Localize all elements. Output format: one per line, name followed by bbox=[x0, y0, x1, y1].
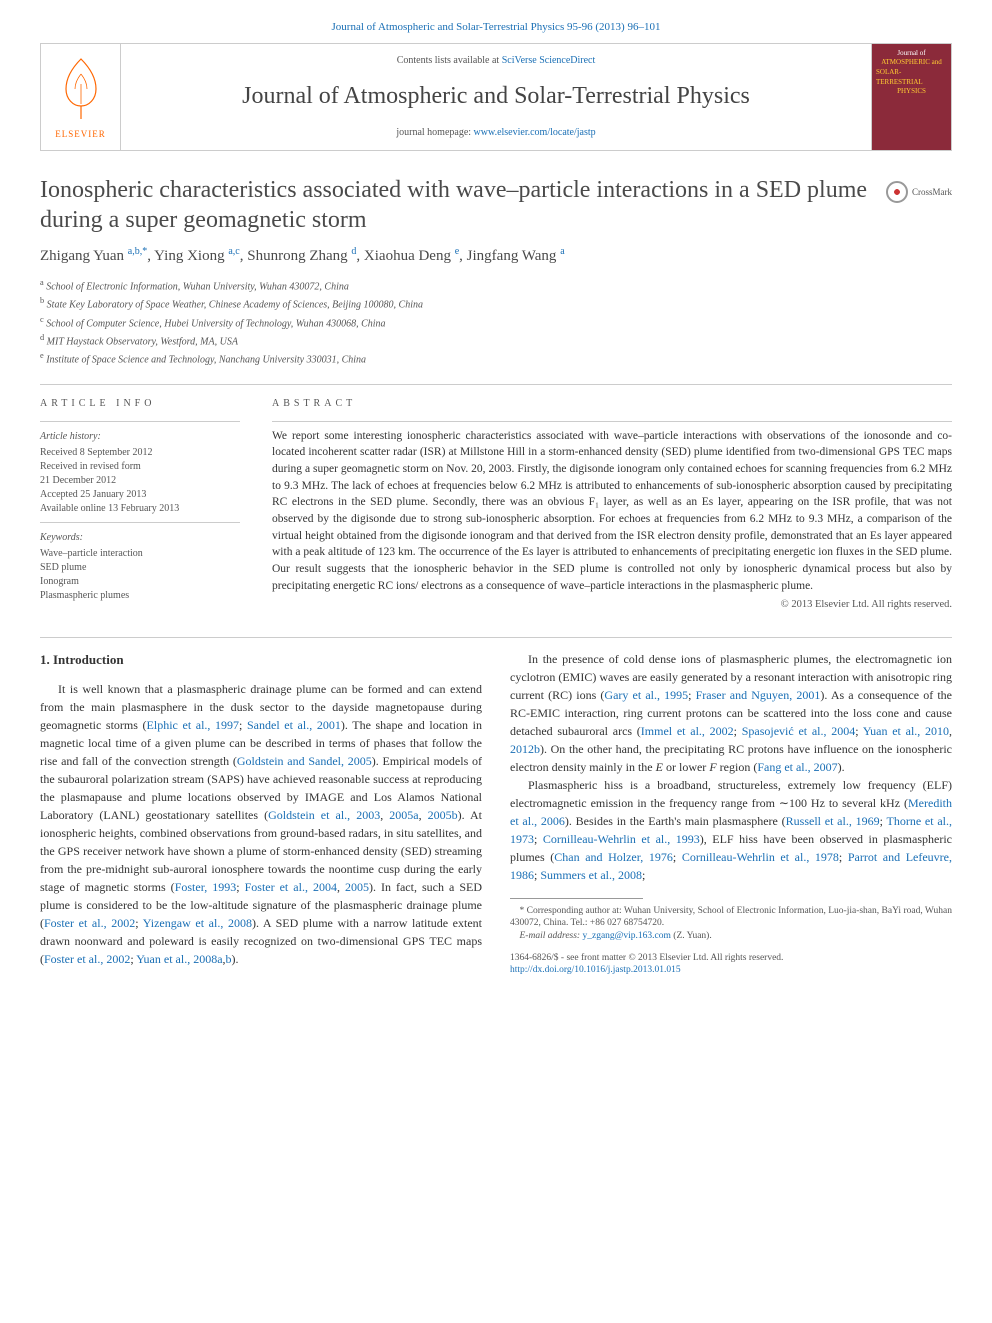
title-row: Ionospheric characteristics associated w… bbox=[40, 175, 952, 235]
author-email-link[interactable]: y_zgang@vip.163.com bbox=[582, 931, 670, 941]
authors: Zhigang Yuan a,b,*, Ying Xiong a,c, Shun… bbox=[40, 245, 952, 267]
section-1-title: 1. Introduction bbox=[40, 650, 482, 670]
ref-elphic-1997[interactable]: Elphic et al., 1997 bbox=[147, 718, 240, 732]
article-title: Ionospheric characteristics associated w… bbox=[40, 175, 870, 235]
ref-spasojevic-2004[interactable]: Spasojević et al., 2004 bbox=[742, 724, 856, 738]
ref-yuan-2010[interactable]: Yuan et al., 2010 bbox=[863, 724, 949, 738]
journal-name: Journal of Atmospheric and Solar-Terrest… bbox=[141, 80, 851, 114]
ref-chan-holzer-1976[interactable]: Chan and Holzer, 1976 bbox=[554, 850, 673, 864]
ref-summers-2008[interactable]: Summers et al., 2008 bbox=[540, 868, 642, 882]
header-center: Contents lists available at SciVerse Sci… bbox=[121, 44, 871, 150]
elsevier-label: ELSEVIER bbox=[55, 128, 106, 141]
ref-yizengaw-2008[interactable]: Yizengaw et al., 2008 bbox=[143, 916, 252, 930]
elsevier-tree-icon bbox=[51, 54, 111, 124]
keywords-block: Keywords: Wave–particle interactionSED p… bbox=[40, 531, 240, 603]
affiliation: d MIT Haystack Observatory, Westford, MA… bbox=[40, 332, 952, 349]
ref-cornilleau-1978[interactable]: Cornilleau-Wehrlin et al., 1978 bbox=[682, 850, 839, 864]
abstract-column: ABSTRACT We report some interesting iono… bbox=[272, 397, 952, 613]
ref-foster-1993[interactable]: Foster, 1993 bbox=[175, 880, 237, 894]
ref-immel-2002[interactable]: Immel et al., 2002 bbox=[641, 724, 734, 738]
affiliation: a School of Electronic Information, Wuha… bbox=[40, 277, 952, 294]
info-abstract-row: ARTICLE INFO Article history: Received 8… bbox=[40, 397, 952, 613]
cover-line2: ATMOSPHERIC and bbox=[881, 58, 941, 68]
ref-goldstein-2003[interactable]: Goldstein et al., 2003 bbox=[268, 808, 380, 822]
ref-goldstein-sandel-2005[interactable]: Goldstein and Sandel, 2005 bbox=[237, 754, 372, 768]
homepage-line: journal homepage: www.elsevier.com/locat… bbox=[141, 126, 851, 140]
info-rule-1 bbox=[40, 421, 240, 422]
contents-prefix: Contents lists available at bbox=[397, 55, 502, 66]
front-matter: 1364-6826/$ - see front matter © 2013 El… bbox=[510, 952, 952, 964]
footnote-separator bbox=[510, 898, 643, 899]
history-line: Received 8 September 2012 bbox=[40, 446, 240, 460]
ref-foster-2005[interactable]: 2005 bbox=[345, 880, 369, 894]
cover-line3: SOLAR-TERRESTRIAL bbox=[876, 68, 947, 88]
running-head: Journal of Atmospheric and Solar-Terrest… bbox=[40, 20, 952, 35]
abstract-heading: ABSTRACT bbox=[272, 397, 952, 411]
history-heading: Article history: bbox=[40, 430, 240, 444]
keyword: Plasmaspheric plumes bbox=[40, 589, 240, 603]
crossmark-label: CrossMark bbox=[912, 186, 952, 199]
intro-para-1: It is well known that a plasmaspheric dr… bbox=[40, 680, 482, 968]
ref-yuan-2008a[interactable]: Yuan et al., 2008a bbox=[136, 952, 222, 966]
doi-link[interactable]: http://dx.doi.org/10.1016/j.jastp.2013.0… bbox=[510, 965, 681, 975]
abstract-copyright: © 2013 Elsevier Ltd. All rights reserved… bbox=[272, 598, 952, 613]
ref-foster-2004[interactable]: Foster et al., 2004 bbox=[245, 880, 337, 894]
contents-line: Contents lists available at SciVerse Sci… bbox=[141, 54, 851, 68]
ref-foster-2002[interactable]: Foster et al., 2002 bbox=[44, 916, 135, 930]
ref-foster-2002b[interactable]: Foster et al., 2002 bbox=[44, 952, 130, 966]
info-rule-2 bbox=[40, 522, 240, 523]
affiliation: c School of Computer Science, Hubei Univ… bbox=[40, 314, 952, 331]
keyword: Wave–particle interaction bbox=[40, 547, 240, 561]
ref-goldstein-2005b[interactable]: 2005b bbox=[428, 808, 458, 822]
ref-sandel-2001[interactable]: Sandel et al., 2001 bbox=[247, 718, 341, 732]
ref-russell-1969[interactable]: Russell et al., 1969 bbox=[786, 814, 880, 828]
affiliations: a School of Electronic Information, Wuha… bbox=[40, 277, 952, 368]
crossmark-badge[interactable]: CrossMark bbox=[886, 181, 952, 203]
email-label: E-mail address: bbox=[520, 931, 583, 941]
history-line: Accepted 25 January 2013 bbox=[40, 488, 240, 502]
elsevier-logo: ELSEVIER bbox=[41, 44, 121, 150]
cover-line1: Journal of bbox=[897, 50, 925, 58]
abstract-rule bbox=[272, 421, 952, 422]
journal-cover-thumb: Journal of ATMOSPHERIC and SOLAR-TERREST… bbox=[871, 44, 951, 150]
rule-below-abstract bbox=[40, 637, 952, 638]
affiliation: e Institute of Space Science and Technol… bbox=[40, 350, 952, 367]
affiliation: b State Key Laboratory of Space Weather,… bbox=[40, 295, 952, 312]
email-line: E-mail address: y_zgang@vip.163.com (Z. … bbox=[510, 930, 952, 942]
keywords-heading: Keywords: bbox=[40, 531, 240, 545]
email-suffix: (Z. Yuan). bbox=[671, 931, 712, 941]
sciencedirect-link[interactable]: SciVerse ScienceDirect bbox=[502, 55, 596, 66]
rule-above-info bbox=[40, 384, 952, 385]
history-line: 21 December 2012 bbox=[40, 474, 240, 488]
article-info: ARTICLE INFO Article history: Received 8… bbox=[40, 397, 240, 613]
footer-meta: 1364-6826/$ - see front matter © 2013 El… bbox=[510, 952, 952, 977]
intro-para-3: Plasmaspheric hiss is a broadband, struc… bbox=[510, 776, 952, 884]
crossmark-icon bbox=[886, 181, 908, 203]
ref-fraser-nguyen-2001[interactable]: Fraser and Nguyen, 2001 bbox=[696, 688, 821, 702]
corresponding-author: * Corresponding author at: Wuhan Univers… bbox=[510, 905, 952, 930]
journal-header: ELSEVIER Contents lists available at Sci… bbox=[40, 43, 952, 151]
footnotes: * Corresponding author at: Wuhan Univers… bbox=[510, 905, 952, 942]
ref-cornilleau-1993[interactable]: Cornilleau-Wehrlin et al., 1993 bbox=[543, 832, 700, 846]
ref-goldstein-2005a[interactable]: 2005a bbox=[389, 808, 418, 822]
abstract-text: We report some interesting ionospheric c… bbox=[272, 428, 952, 595]
article-info-heading: ARTICLE INFO bbox=[40, 397, 240, 411]
homepage-link[interactable]: www.elsevier.com/locate/jastp bbox=[474, 127, 596, 138]
article-history: Article history: Received 8 September 20… bbox=[40, 430, 240, 516]
history-line: Available online 13 February 2013 bbox=[40, 502, 240, 516]
keyword: SED plume bbox=[40, 561, 240, 575]
ref-fang-2007[interactable]: Fang et al., 2007 bbox=[757, 760, 837, 774]
keyword: Ionogram bbox=[40, 575, 240, 589]
ref-yuan-2012b[interactable]: 2012b bbox=[510, 742, 540, 756]
body-two-column: 1. Introduction It is well known that a … bbox=[40, 650, 952, 977]
ref-gary-1995[interactable]: Gary et al., 1995 bbox=[604, 688, 688, 702]
history-line: Received in revised form bbox=[40, 460, 240, 474]
cover-line4: PHYSICS bbox=[897, 87, 926, 97]
homepage-prefix: journal homepage: bbox=[396, 127, 473, 138]
intro-para-2: In the presence of cold dense ions of pl… bbox=[510, 650, 952, 776]
